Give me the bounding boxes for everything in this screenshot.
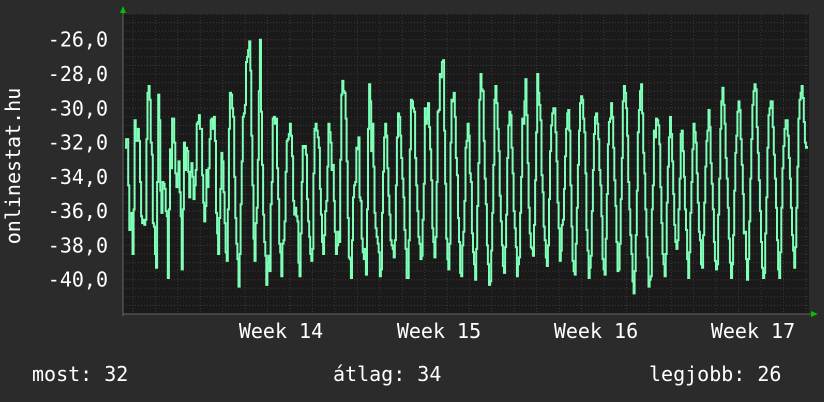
y-axis-title: onlinestat.hu: [1, 88, 25, 245]
y-tick-label: -40,0: [48, 268, 108, 292]
y-tick-label: -28,0: [48, 62, 108, 86]
x-tick-label: Week 14: [239, 319, 323, 343]
series-line: [125, 38, 808, 295]
y-tick-label: -30,0: [48, 96, 108, 120]
y-axis-arrow: [120, 6, 126, 13]
y-tick-label: -36,0: [48, 199, 108, 223]
x-axis-arrow: [811, 311, 818, 317]
x-axis: Week 14 Week 15 Week 16 Week 17: [239, 319, 795, 343]
legend-average: átlag: 34: [333, 362, 442, 386]
x-tick-label: Week 16: [554, 319, 638, 343]
y-tick-label: -32,0: [48, 131, 108, 155]
x-tick-label: Week 15: [397, 319, 481, 343]
y-tick-label: -38,0: [48, 233, 108, 257]
legend-current: most: 32: [32, 362, 129, 386]
y-axis: -26,0 -28,0 -30,0 -32,0 -34,0 -36,0 -38,0 -40,0: [48, 28, 108, 292]
y-tick-label: -34,0: [48, 165, 108, 189]
x-tick-label: Week 17: [711, 319, 795, 343]
legend-best: legjobb: 26: [649, 362, 782, 386]
y-tick-label: -26,0: [48, 28, 108, 52]
